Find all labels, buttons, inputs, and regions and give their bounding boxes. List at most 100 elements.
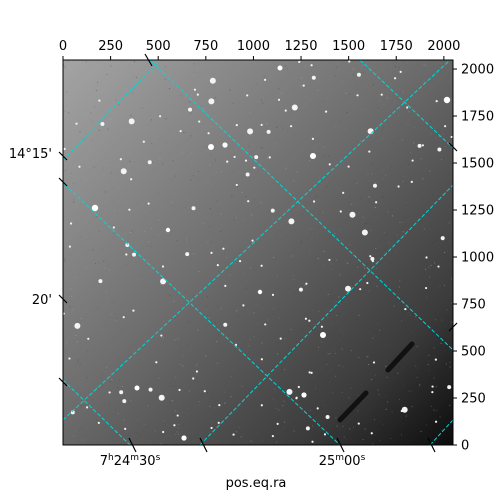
- noise-pixel: [117, 337, 119, 339]
- noise-pixel: [367, 76, 369, 78]
- noise-pixel: [429, 170, 431, 172]
- star: [356, 94, 359, 97]
- noise-pixel: [112, 352, 114, 354]
- noise-pixel: [373, 334, 375, 336]
- noise-pixel: [355, 84, 357, 86]
- noise-pixel: [323, 155, 325, 157]
- star: [295, 397, 298, 400]
- star: [308, 319, 311, 322]
- noise-pixel: [421, 197, 423, 199]
- noise-pixel: [193, 175, 195, 177]
- noise-pixel: [223, 261, 225, 263]
- noise-pixel: [210, 241, 212, 243]
- noise-pixel: [174, 339, 176, 341]
- bright-star: [443, 96, 451, 104]
- star: [63, 147, 66, 151]
- noise-pixel: [372, 134, 374, 136]
- star: [244, 159, 248, 162]
- star: [125, 253, 128, 256]
- noise-pixel: [440, 342, 442, 344]
- noise-pixel: [103, 297, 105, 299]
- noise-pixel: [207, 76, 209, 78]
- noise-pixel: [425, 424, 427, 426]
- star: [286, 388, 293, 395]
- noise-pixel: [92, 249, 94, 251]
- noise-pixel: [315, 248, 317, 250]
- noise-pixel: [73, 183, 75, 185]
- star: [370, 256, 375, 261]
- celestial-grid: [63, 60, 453, 445]
- noise-pixel: [132, 93, 134, 95]
- noise-pixel: [257, 154, 259, 156]
- star: [122, 399, 127, 404]
- star: [372, 361, 376, 364]
- noise-pixel: [87, 146, 89, 148]
- noise-pixel: [332, 264, 334, 266]
- noise-pixel: [274, 143, 276, 145]
- noise-pixel: [438, 247, 440, 249]
- star: [440, 236, 445, 241]
- noise-pixel: [266, 122, 268, 124]
- noise-pixel: [250, 440, 252, 442]
- noise-pixel: [438, 267, 440, 269]
- star: [251, 239, 254, 242]
- noise-pixel: [110, 172, 112, 174]
- noise-pixel: [375, 181, 377, 183]
- noise-pixel: [284, 369, 286, 371]
- noise-pixel: [157, 234, 159, 236]
- noise-pixel: [302, 329, 304, 331]
- bright-star: [181, 435, 187, 441]
- noise-pixel: [304, 66, 306, 68]
- star: [160, 334, 163, 337]
- star: [443, 125, 447, 128]
- noise-pixel: [285, 167, 287, 169]
- noise-pixel: [435, 137, 437, 139]
- noise-pixel: [137, 423, 139, 425]
- noise-pixel: [379, 359, 381, 361]
- noise-pixel: [96, 387, 98, 389]
- noise-pixel: [110, 401, 112, 403]
- noise-pixel: [129, 160, 131, 162]
- noise-pixel: [273, 388, 275, 390]
- noise-pixel: [98, 152, 100, 154]
- noise-pixel: [361, 384, 363, 386]
- noise-pixel: [272, 398, 274, 400]
- noise-pixel: [402, 221, 404, 223]
- noise-pixel: [370, 111, 372, 113]
- noise-pixel: [324, 265, 326, 267]
- noise-pixel: [186, 407, 188, 409]
- noise-pixel: [182, 152, 184, 154]
- star: [435, 100, 438, 103]
- noise-pixel: [236, 310, 238, 312]
- noise-pixel: [109, 119, 111, 121]
- noise-pixel: [285, 65, 287, 67]
- noise-pixel: [207, 182, 209, 184]
- noise-pixel: [191, 95, 193, 97]
- star: [191, 206, 196, 211]
- noise-pixel: [386, 401, 388, 403]
- noise-pixel: [175, 376, 177, 378]
- noise-pixel: [115, 432, 117, 434]
- noise-pixel: [229, 274, 231, 276]
- noise-pixel: [130, 400, 132, 402]
- noise-pixel: [282, 127, 284, 129]
- bright-star: [222, 142, 228, 148]
- noise-pixel: [218, 390, 220, 392]
- star: [122, 316, 125, 319]
- noise-pixel: [448, 222, 450, 224]
- noise-pixel: [79, 131, 81, 133]
- noise-pixel: [125, 343, 127, 345]
- noise-pixel: [189, 390, 191, 392]
- noise-pixel: [409, 151, 411, 153]
- noise-pixel: [304, 103, 306, 105]
- noise-pixel: [96, 85, 98, 87]
- noise-pixel: [336, 425, 338, 427]
- noise-pixel: [272, 308, 274, 310]
- noise-pixel: [178, 423, 180, 425]
- noise-pixel: [429, 267, 431, 269]
- noise-pixel: [441, 429, 443, 431]
- star: [266, 129, 271, 134]
- noise-pixel: [240, 379, 242, 381]
- noise-pixel: [135, 419, 137, 421]
- noise-pixel: [410, 390, 412, 392]
